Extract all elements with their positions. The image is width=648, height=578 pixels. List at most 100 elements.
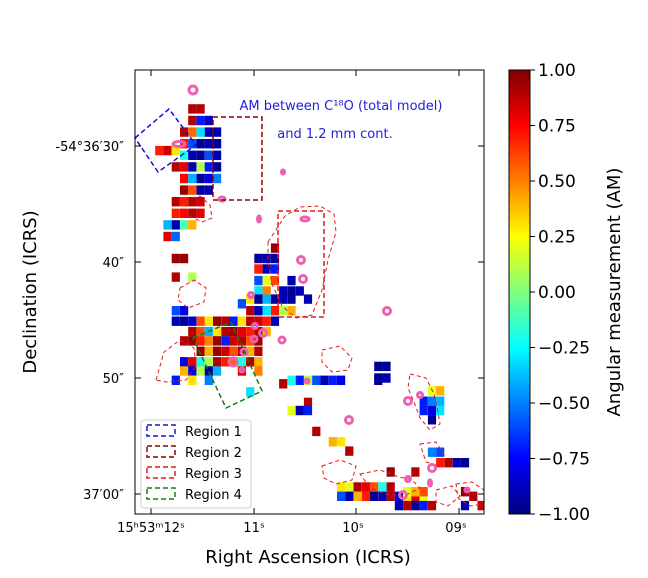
source-marker	[239, 347, 249, 357]
heatmap-cell	[204, 185, 213, 195]
contour-line	[435, 485, 461, 507]
region-1-box	[134, 107, 198, 174]
heatmap-cell	[303, 397, 313, 408]
heatmap-cell	[262, 264, 271, 274]
heatmap-cell	[270, 306, 280, 316]
heatmap-cell	[254, 294, 263, 304]
contour-line	[267, 205, 337, 319]
heatmap-cell	[287, 306, 296, 316]
legend-label-region-1: Region 1	[185, 425, 242, 440]
heatmap-cell	[444, 458, 453, 468]
heatmap-cell	[361, 482, 370, 492]
heatmap-cell	[204, 346, 213, 356]
heatmap-cell	[279, 294, 288, 304]
heatmap-cell	[196, 336, 205, 346]
heatmap-cell	[213, 357, 222, 367]
heatmap-cell	[246, 357, 255, 367]
contour-line	[321, 345, 353, 373]
plot-frame	[134, 69, 485, 515]
heatmap-cell	[477, 500, 484, 511]
heatmap-cell	[180, 162, 189, 172]
heatmap-cell	[213, 366, 222, 376]
heatmap-cell	[196, 115, 205, 126]
colorbar-tick-label: −0.75	[538, 450, 590, 470]
heatmap-cell	[246, 316, 255, 326]
y-tick-label: 40″	[103, 256, 125, 271]
heatmap-cell	[171, 231, 180, 242]
heatmap-cell	[213, 150, 222, 160]
source-marker	[227, 356, 239, 368]
colorbar-tick-label: −0.50	[538, 394, 590, 414]
heatmap-cell	[460, 500, 470, 511]
region-3-box	[277, 210, 325, 318]
colorbar-tick-label: 0.50	[538, 172, 576, 192]
heatmap-cell	[427, 500, 437, 511]
heatmap-cell	[221, 346, 230, 356]
heatmap-cell	[180, 336, 189, 346]
heatmap-cell	[155, 145, 164, 156]
heatmap-cell	[262, 253, 271, 264]
contour-line	[177, 279, 207, 309]
heatmap-cell	[460, 458, 470, 468]
heatmap-cell	[180, 366, 189, 376]
heatmap-cell	[237, 316, 246, 326]
heatmap-cell	[312, 426, 321, 437]
heatmap-cell	[188, 162, 197, 172]
heatmap-cell	[353, 491, 362, 501]
heatmap-cell	[427, 396, 437, 406]
source-marker	[463, 486, 471, 494]
heatmap-cell	[196, 185, 205, 195]
heatmap-cell	[374, 361, 383, 372]
chart-title-line-1: AM between C¹⁸O (total model)	[240, 99, 443, 114]
source-marker	[251, 322, 259, 330]
heatmap-cell	[180, 127, 189, 137]
legend-label-region-2: Region 2	[185, 446, 242, 461]
source-marker	[404, 475, 412, 483]
heatmap-cell	[436, 405, 445, 416]
heatmap-cell	[196, 316, 205, 326]
x-tick-label: 15ʰ53ᵐ12ˢ	[117, 521, 185, 536]
heatmap-cell	[196, 346, 205, 356]
source-marker	[416, 391, 424, 399]
heatmap-cell	[180, 173, 189, 184]
heatmap-cell	[370, 482, 379, 492]
heatmap-cell	[279, 379, 288, 389]
heatmap-cell	[254, 336, 263, 346]
heatmap-cell	[171, 306, 180, 316]
heatmap-cell	[196, 139, 205, 149]
heatmap-cell	[188, 336, 197, 346]
heatmap-cell	[213, 127, 222, 137]
legend-box	[140, 419, 252, 509]
heatmap-cell	[246, 294, 255, 304]
heatmap-cell	[386, 467, 395, 477]
colorbar-tick-label: −0.25	[538, 339, 590, 359]
heatmap-cell	[196, 150, 205, 160]
heatmap-cell	[229, 357, 238, 367]
heatmap-cell	[213, 336, 222, 346]
x-axis-label: Right Ascension (ICRS)	[205, 547, 411, 568]
heatmap-cell	[196, 104, 205, 114]
heatmap-cell	[386, 482, 395, 492]
heatmap-cell	[213, 139, 222, 149]
contour-line	[407, 373, 441, 431]
legend-swatch-region-2	[146, 445, 176, 458]
source-marker	[238, 366, 246, 374]
heatmap-cell	[361, 491, 370, 501]
heatmap-cell	[196, 127, 205, 137]
heatmap-cell	[237, 336, 246, 346]
heatmap-cell	[180, 357, 189, 367]
heatmap-cell	[229, 326, 238, 337]
heatmap-cell	[188, 208, 197, 218]
heatmap-cell	[196, 173, 205, 184]
heatmap-cell	[270, 264, 280, 274]
heatmap-cell	[188, 173, 197, 184]
contour-line	[184, 195, 213, 223]
heatmap-cell	[419, 500, 428, 511]
heatmap-cell	[213, 173, 222, 184]
heatmap-cell	[287, 405, 296, 416]
heatmap-cell	[303, 294, 313, 304]
heatmap-cell	[171, 220, 180, 230]
heatmap-cell	[279, 286, 288, 296]
source-marker	[303, 377, 311, 385]
